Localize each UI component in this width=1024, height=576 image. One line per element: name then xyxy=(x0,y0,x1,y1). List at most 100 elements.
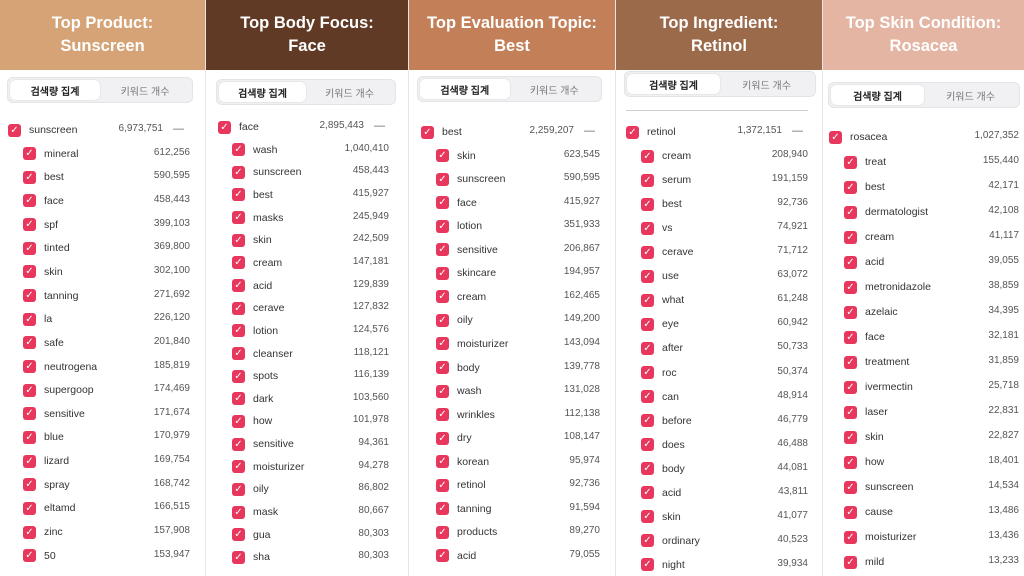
keyword-row[interactable]: ✓ sensitive xyxy=(23,405,85,423)
checkbox-checked-icon[interactable]: ✓ xyxy=(436,431,449,445)
checkbox-checked-icon[interactable]: ✓ xyxy=(641,245,654,259)
minus-icon[interactable]: — xyxy=(374,120,385,132)
checkbox-checked-icon[interactable]: ✓ xyxy=(8,123,21,137)
checkbox-checked-icon[interactable]: ✓ xyxy=(23,525,36,539)
checkbox-checked-icon[interactable]: ✓ xyxy=(436,313,449,327)
parent-keyword-row[interactable]: ✓ face xyxy=(218,118,259,136)
checkbox-checked-icon[interactable]: ✓ xyxy=(641,173,654,187)
tab-keyword-count[interactable]: 키워드 개수 xyxy=(325,88,374,100)
keyword-row[interactable]: ✓ cleanser xyxy=(232,345,293,363)
keyword-row[interactable]: ✓ wash xyxy=(436,382,482,400)
checkbox-checked-icon[interactable]: ✓ xyxy=(436,502,449,516)
checkbox-checked-icon[interactable]: ✓ xyxy=(844,455,857,469)
keyword-row[interactable]: ✓ skin xyxy=(436,147,476,165)
keyword-row[interactable]: ✓ best xyxy=(844,178,885,196)
keyword-row[interactable]: ✓ best xyxy=(23,168,64,186)
checkbox-checked-icon[interactable]: ✓ xyxy=(844,555,857,569)
checkbox-checked-icon[interactable]: ✓ xyxy=(641,197,654,211)
keyword-row[interactable]: ✓ ivermectin xyxy=(844,378,913,396)
keyword-row[interactable]: ✓ sunscreen xyxy=(232,163,301,181)
keyword-row[interactable]: ✓ eltamd xyxy=(23,499,76,517)
checkbox-checked-icon[interactable]: ✓ xyxy=(23,194,36,208)
checkbox-checked-icon[interactable]: ✓ xyxy=(23,501,36,515)
checkbox-checked-icon[interactable]: ✓ xyxy=(232,211,245,225)
checkbox-checked-icon[interactable]: ✓ xyxy=(436,408,449,422)
keyword-row[interactable]: ✓ supergoop xyxy=(23,381,94,399)
keyword-row[interactable]: ✓ sha xyxy=(232,548,270,566)
checkbox-checked-icon[interactable]: ✓ xyxy=(641,149,654,163)
keyword-row[interactable]: ✓ acid xyxy=(436,547,476,565)
keyword-row[interactable]: ✓ how xyxy=(232,412,272,430)
checkbox-checked-icon[interactable]: ✓ xyxy=(844,530,857,544)
keyword-row[interactable]: ✓ 50 xyxy=(23,547,56,565)
checkbox-checked-icon[interactable]: ✓ xyxy=(218,120,231,134)
checkbox-checked-icon[interactable]: ✓ xyxy=(23,383,36,397)
keyword-row[interactable]: ✓ tanning xyxy=(23,287,78,305)
keyword-row[interactable]: ✓ dermatologist xyxy=(844,203,928,221)
checkbox-checked-icon[interactable]: ✓ xyxy=(436,243,449,257)
keyword-row[interactable]: ✓ laser xyxy=(844,403,888,421)
checkbox-checked-icon[interactable]: ✓ xyxy=(626,125,639,139)
checkbox-checked-icon[interactable]: ✓ xyxy=(232,505,245,519)
keyword-row[interactable]: ✓ best xyxy=(232,186,273,204)
checkbox-checked-icon[interactable]: ✓ xyxy=(844,480,857,494)
checkbox-checked-icon[interactable]: ✓ xyxy=(641,341,654,355)
checkbox-checked-icon[interactable]: ✓ xyxy=(232,392,245,406)
tab-search-volume[interactable]: 검색량 집계 xyxy=(420,79,510,99)
keyword-row[interactable]: ✓ skin xyxy=(641,508,681,526)
checkbox-checked-icon[interactable]: ✓ xyxy=(641,462,654,476)
keyword-row[interactable]: ✓ gua xyxy=(232,526,271,544)
checkbox-checked-icon[interactable]: ✓ xyxy=(844,380,857,394)
keyword-row[interactable]: ✓ face xyxy=(23,192,64,210)
checkbox-checked-icon[interactable]: ✓ xyxy=(641,438,654,452)
checkbox-checked-icon[interactable]: ✓ xyxy=(232,233,245,247)
checkbox-checked-icon[interactable]: ✓ xyxy=(232,550,245,564)
tab-search-volume[interactable]: 검색량 집계 xyxy=(831,85,924,105)
keyword-row[interactable]: ✓ acid xyxy=(232,277,272,295)
minus-icon[interactable]: — xyxy=(173,123,184,135)
keyword-row[interactable]: ✓ cream xyxy=(232,254,282,272)
checkbox-checked-icon[interactable]: ✓ xyxy=(844,255,857,269)
keyword-row[interactable]: ✓ mild xyxy=(844,553,884,571)
keyword-row[interactable]: ✓ acid xyxy=(844,253,884,271)
keyword-row[interactable]: ✓ tinted xyxy=(23,239,70,257)
keyword-row[interactable]: ✓ mask xyxy=(232,503,278,521)
keyword-row[interactable]: ✓ skin xyxy=(844,428,884,446)
keyword-row[interactable]: ✓ retinol xyxy=(436,476,486,494)
checkbox-checked-icon[interactable]: ✓ xyxy=(844,230,857,244)
keyword-row[interactable]: ✓ oily xyxy=(436,311,473,329)
keyword-row[interactable]: ✓ cerave xyxy=(641,243,694,261)
keyword-row[interactable]: ✓ eye xyxy=(641,315,679,333)
checkbox-checked-icon[interactable]: ✓ xyxy=(844,155,857,169)
keyword-row[interactable]: ✓ lizard xyxy=(23,452,69,470)
checkbox-checked-icon[interactable]: ✓ xyxy=(641,486,654,500)
checkbox-checked-icon[interactable]: ✓ xyxy=(844,305,857,319)
keyword-row[interactable]: ✓ face xyxy=(436,194,477,212)
tab-keyword-count[interactable]: 키워드 개수 xyxy=(120,86,170,98)
keyword-row[interactable]: ✓ moisturizer xyxy=(232,458,304,476)
parent-keyword-row[interactable]: ✓ best xyxy=(421,123,462,141)
minus-icon[interactable]: — xyxy=(792,125,803,137)
keyword-row[interactable]: ✓ oily xyxy=(232,480,269,498)
checkbox-checked-icon[interactable]: ✓ xyxy=(23,289,36,303)
checkbox-checked-icon[interactable]: ✓ xyxy=(232,256,245,270)
checkbox-checked-icon[interactable]: ✓ xyxy=(829,130,842,144)
keyword-row[interactable]: ✓ wash xyxy=(232,141,278,159)
checkbox-checked-icon[interactable]: ✓ xyxy=(641,510,654,524)
checkbox-checked-icon[interactable]: ✓ xyxy=(232,324,245,338)
keyword-row[interactable]: ✓ spots xyxy=(232,367,278,385)
checkbox-checked-icon[interactable]: ✓ xyxy=(232,482,245,496)
checkbox-checked-icon[interactable]: ✓ xyxy=(844,430,857,444)
keyword-row[interactable]: ✓ mineral xyxy=(23,145,78,163)
keyword-row[interactable]: ✓ spf xyxy=(23,216,58,234)
checkbox-checked-icon[interactable]: ✓ xyxy=(844,330,857,344)
keyword-row[interactable]: ✓ moisturizer xyxy=(844,528,916,546)
checkbox-checked-icon[interactable]: ✓ xyxy=(23,430,36,444)
checkbox-checked-icon[interactable]: ✓ xyxy=(23,454,36,468)
checkbox-checked-icon[interactable]: ✓ xyxy=(23,147,36,161)
checkbox-checked-icon[interactable]: ✓ xyxy=(844,180,857,194)
checkbox-checked-icon[interactable]: ✓ xyxy=(23,265,36,279)
tab-keyword-count[interactable]: 키워드 개수 xyxy=(946,91,995,103)
keyword-row[interactable]: ✓ azelaic xyxy=(844,303,898,321)
checkbox-checked-icon[interactable]: ✓ xyxy=(641,534,654,548)
